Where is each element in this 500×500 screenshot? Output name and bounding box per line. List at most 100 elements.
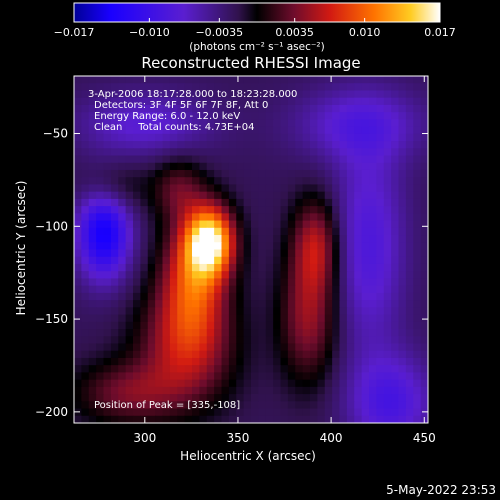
heatmap-cell: [413, 90, 422, 99]
heatmap-cell: [383, 162, 392, 171]
heatmap-cell: [169, 213, 178, 222]
heatmap-cell: [125, 206, 134, 214]
heatmap-cell: [251, 148, 259, 157]
heatmap-cell: [206, 365, 215, 373]
heatmap-cell: [273, 379, 282, 388]
heatmap-cell: [420, 177, 428, 186]
heatmap-cell: [118, 119, 127, 128]
heatmap-cell: [287, 112, 296, 120]
heatmap-cell: [243, 198, 252, 207]
heatmap-cell: [236, 386, 245, 395]
heatmap-cell: [369, 242, 377, 251]
heatmap-cell: [361, 336, 370, 345]
heatmap-cell: [184, 141, 193, 149]
heatmap-cell: [420, 285, 428, 294]
heatmap-cell: [228, 329, 237, 337]
heatmap-cell: [184, 184, 193, 193]
heatmap-cell: [332, 119, 341, 128]
heatmap-cell: [287, 177, 296, 186]
heatmap-cell: [420, 350, 428, 359]
heatmap-cell: [236, 162, 245, 171]
heatmap-cell: [199, 249, 208, 258]
heatmap-cell: [383, 365, 392, 373]
heatmap-cell: [369, 90, 377, 99]
heatmap-cell: [251, 336, 259, 345]
heatmap-cell: [228, 104, 237, 113]
heatmap-cell: [383, 350, 392, 359]
heatmap-cell: [376, 336, 385, 345]
heatmap-cell: [287, 300, 296, 308]
heatmap-cell: [155, 372, 164, 381]
heatmap-cell: [228, 126, 237, 135]
heatmap-cell: [398, 285, 407, 294]
heatmap-cell: [169, 148, 178, 157]
heatmap-cell: [383, 220, 392, 229]
heatmap-cell: [214, 242, 223, 251]
heatmap-cell: [354, 119, 363, 128]
heatmap-cell: [295, 321, 304, 330]
heatmap-cell: [413, 198, 422, 207]
heatmap-cell: [177, 97, 186, 106]
heatmap-cell: [228, 350, 237, 359]
heatmap-cell: [110, 379, 119, 388]
heatmap-cell: [177, 213, 186, 222]
heatmap-cell: [214, 365, 223, 373]
heatmap-cell: [243, 83, 252, 92]
heatmap-cell: [376, 263, 385, 272]
heatmap-cell: [155, 263, 164, 272]
heatmap-cell: [354, 177, 363, 186]
heatmap-cell: [310, 285, 318, 294]
heatmap-cell: [177, 350, 186, 359]
heatmap-cell: [251, 357, 259, 366]
heatmap-cell: [110, 169, 119, 178]
heatmap-cell: [324, 300, 333, 308]
heatmap-cell: [236, 242, 245, 251]
heatmap-cell: [118, 97, 127, 106]
heatmap-cell: [206, 343, 215, 352]
heatmap-cell: [74, 104, 82, 113]
heatmap-cell: [332, 169, 341, 178]
heatmap-cell: [184, 191, 193, 200]
heatmap-cell: [258, 336, 267, 345]
heatmap-cell: [317, 307, 326, 316]
heatmap-cell: [221, 90, 230, 99]
heatmap-cell: [251, 365, 259, 373]
heatmap-cell: [265, 76, 274, 84]
heatmap-cell: [332, 198, 341, 207]
heatmap-cell: [74, 242, 82, 251]
heatmap-cell: [383, 329, 392, 337]
heatmap-cell: [265, 343, 274, 352]
heatmap-cell: [228, 285, 237, 294]
heatmap-cell: [354, 343, 363, 352]
heatmap-cell: [383, 379, 392, 388]
heatmap-cell: [177, 256, 186, 265]
heatmap-cell: [214, 401, 223, 410]
heatmap-cell: [324, 314, 333, 323]
heatmap-cell: [391, 112, 400, 120]
heatmap-cell: [199, 169, 208, 178]
heatmap-cell: [243, 227, 252, 236]
heatmap-cell: [310, 357, 318, 366]
heatmap-cell: [133, 263, 141, 272]
heatmap-cell: [324, 206, 333, 214]
heatmap-cell: [214, 213, 223, 222]
heatmap-cell: [103, 148, 112, 157]
heatmap-cell: [192, 242, 200, 251]
heatmap-cell: [383, 119, 392, 128]
heatmap-cell: [413, 126, 422, 135]
heatmap-cell: [258, 379, 267, 388]
heatmap-cell: [369, 401, 377, 410]
heatmap-cell: [339, 227, 348, 236]
heatmap-cell: [236, 213, 245, 222]
heatmap-cell: [273, 213, 282, 222]
heatmap-cell: [192, 162, 200, 171]
heatmap-cell: [346, 329, 355, 337]
heatmap-cell: [147, 386, 156, 395]
heatmap-cell: [376, 256, 385, 265]
heatmap-cell: [354, 379, 363, 388]
heatmap-cell: [221, 256, 230, 265]
heatmap-cell: [383, 198, 392, 207]
heatmap-cell: [405, 184, 414, 193]
heatmap-cell: [339, 133, 348, 142]
heatmap-cell: [369, 97, 377, 106]
